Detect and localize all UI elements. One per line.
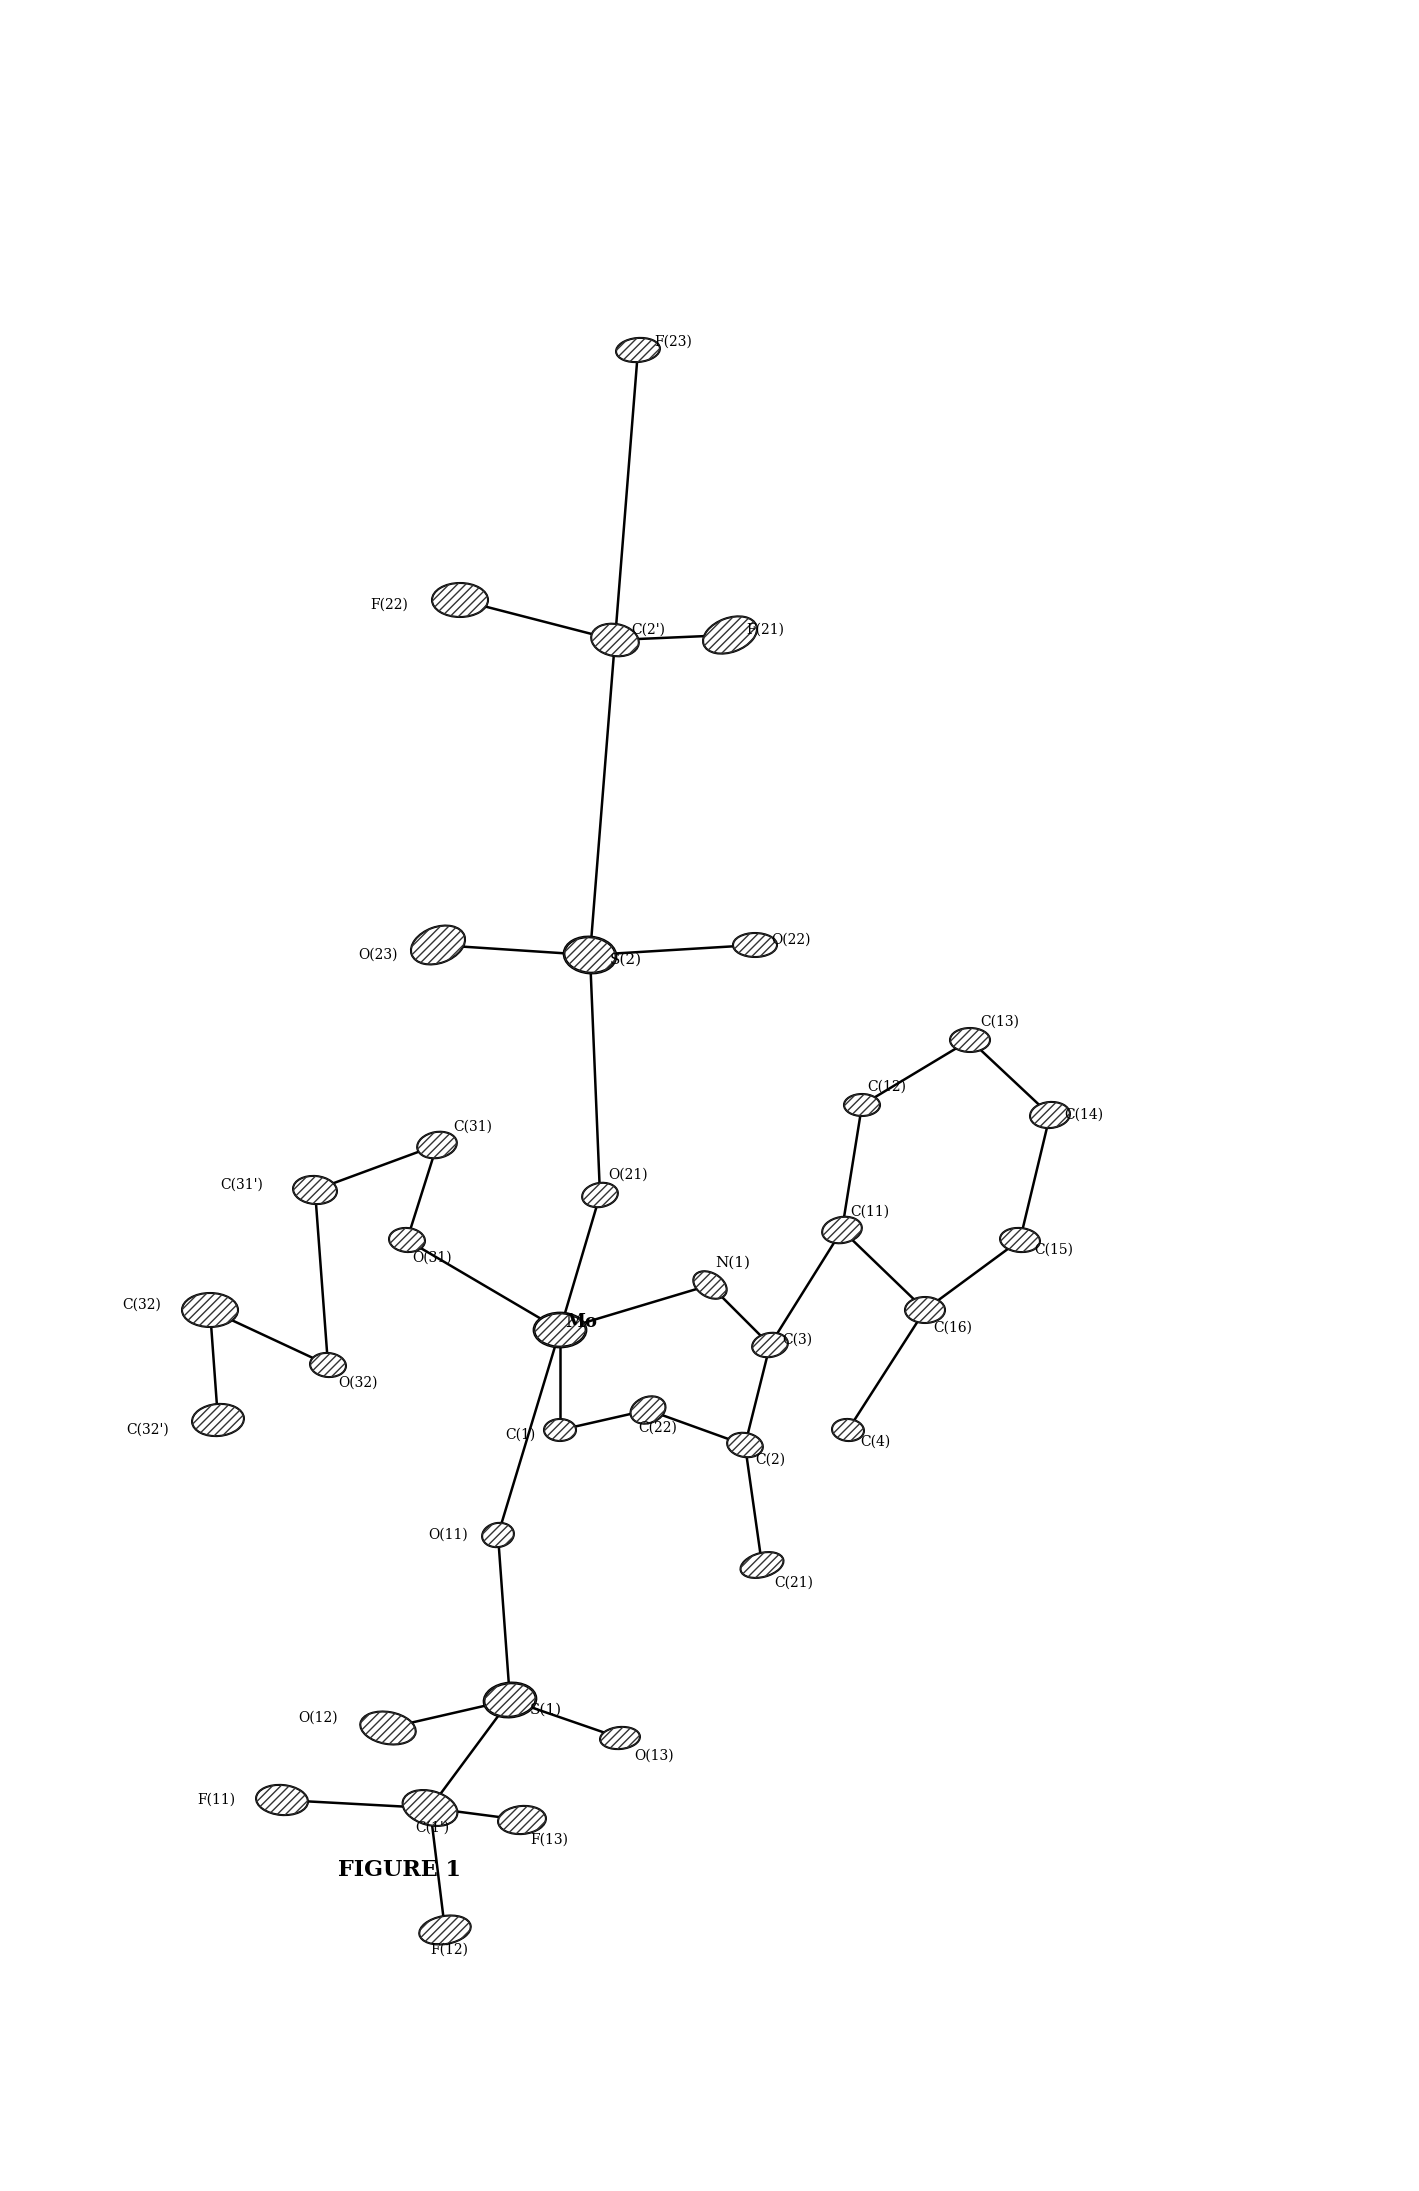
Ellipse shape [592, 624, 639, 657]
Text: C(11): C(11) [850, 1205, 890, 1218]
Ellipse shape [734, 933, 778, 957]
Text: C(32'): C(32') [126, 1422, 169, 1437]
Ellipse shape [192, 1404, 244, 1435]
Text: C(16): C(16) [934, 1321, 972, 1334]
Ellipse shape [582, 1183, 617, 1207]
Ellipse shape [563, 938, 616, 973]
Ellipse shape [294, 1177, 336, 1205]
Ellipse shape [403, 1790, 457, 1825]
Ellipse shape [630, 1396, 666, 1424]
Ellipse shape [534, 1312, 586, 1347]
Ellipse shape [389, 1227, 424, 1251]
Text: O(23): O(23) [358, 949, 397, 962]
Text: FIGURE 1: FIGURE 1 [339, 1858, 461, 1882]
Text: C(12): C(12) [867, 1080, 905, 1093]
Text: N(1): N(1) [715, 1255, 751, 1271]
Ellipse shape [182, 1293, 238, 1328]
Text: O(32): O(32) [338, 1376, 377, 1389]
Ellipse shape [417, 1133, 457, 1159]
Text: C(14): C(14) [1064, 1109, 1103, 1122]
Text: C(15): C(15) [1034, 1242, 1073, 1258]
Ellipse shape [616, 337, 660, 362]
Ellipse shape [702, 616, 756, 653]
Ellipse shape [949, 1028, 990, 1052]
Text: O(22): O(22) [771, 933, 810, 947]
Text: F(23): F(23) [654, 335, 692, 348]
Text: O(12): O(12) [298, 1711, 338, 1724]
Ellipse shape [431, 583, 488, 618]
Ellipse shape [844, 1093, 880, 1115]
Text: C(31'): C(31') [220, 1179, 263, 1192]
Text: Mo: Mo [565, 1312, 597, 1330]
Text: F(13): F(13) [531, 1834, 568, 1847]
Ellipse shape [905, 1297, 945, 1323]
Ellipse shape [1030, 1102, 1070, 1128]
Ellipse shape [543, 1420, 576, 1442]
Ellipse shape [741, 1551, 783, 1578]
Ellipse shape [822, 1216, 861, 1242]
Ellipse shape [600, 1727, 640, 1748]
Text: O(13): O(13) [634, 1748, 674, 1764]
Ellipse shape [360, 1711, 416, 1744]
Ellipse shape [412, 925, 465, 964]
Text: F(12): F(12) [430, 1943, 468, 1957]
Text: C(2): C(2) [755, 1453, 785, 1468]
Text: C(31): C(31) [453, 1120, 492, 1135]
Ellipse shape [419, 1915, 471, 1943]
Ellipse shape [482, 1523, 514, 1547]
Ellipse shape [255, 1786, 308, 1814]
Ellipse shape [309, 1354, 346, 1378]
Text: S(2): S(2) [610, 953, 643, 966]
Text: C(3): C(3) [782, 1332, 812, 1347]
Text: C(4): C(4) [860, 1435, 890, 1448]
Ellipse shape [484, 1683, 536, 1718]
Text: C(2'): C(2') [631, 622, 666, 638]
Ellipse shape [727, 1433, 763, 1457]
Ellipse shape [1000, 1227, 1040, 1251]
Ellipse shape [832, 1420, 864, 1442]
Text: C(21): C(21) [773, 1575, 813, 1591]
Text: C(1): C(1) [505, 1429, 535, 1442]
Text: F(22): F(22) [370, 598, 407, 611]
Text: O(11): O(11) [429, 1527, 468, 1542]
Text: C(32): C(32) [122, 1297, 160, 1312]
Ellipse shape [752, 1332, 788, 1356]
Ellipse shape [694, 1271, 727, 1299]
Text: C(13): C(13) [981, 1014, 1019, 1030]
Text: S(1): S(1) [531, 1702, 562, 1718]
Text: O(31): O(31) [412, 1251, 451, 1264]
Text: C(1'): C(1') [414, 1821, 450, 1836]
Text: F(11): F(11) [197, 1792, 236, 1808]
Ellipse shape [498, 1805, 546, 1834]
Text: F(21): F(21) [746, 622, 785, 638]
Text: C(22): C(22) [639, 1422, 677, 1435]
Text: O(21): O(21) [607, 1168, 647, 1181]
